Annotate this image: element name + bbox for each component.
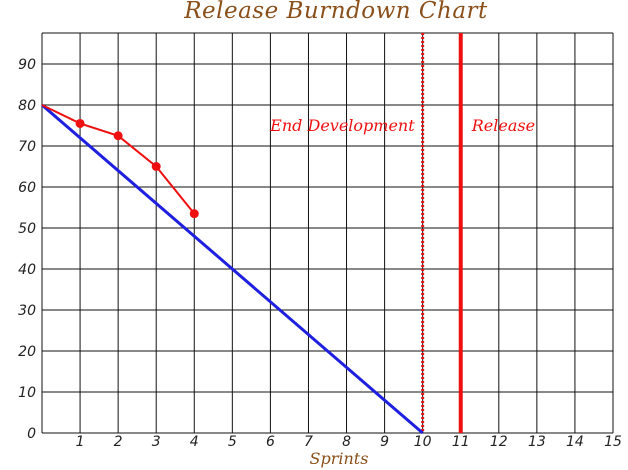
y-tick-label: 20 (18, 344, 36, 360)
y-tick-label: 50 (18, 221, 36, 237)
x-tick-label: 12 (490, 434, 508, 450)
ideal-burndown-line (41, 103, 424, 435)
series (41, 103, 424, 435)
x-tick-label: 11 (452, 434, 470, 450)
y-tick-label: 80 (18, 98, 36, 114)
end-development-label: End Development (269, 116, 415, 135)
y-tick-label: 10 (18, 385, 36, 401)
annotations: End Development Release (269, 33, 535, 433)
data-point (189, 209, 199, 219)
x-tick-label: 8 (342, 434, 351, 450)
x-tick-label: 1 (76, 434, 85, 450)
y-tick-label: 30 (18, 303, 36, 319)
x-tick-label: 3 (152, 434, 161, 450)
data-point (151, 162, 161, 171)
y-tick-label: 90 (18, 57, 36, 73)
chart-title: Release Burndown Chart (183, 0, 488, 24)
x-tick-label: 13 (528, 434, 546, 450)
y-tick-label: 0 (27, 426, 36, 442)
x-tick-label: 6 (266, 434, 275, 450)
y-tick-label: 60 (18, 180, 36, 196)
x-axis-label: Sprints (310, 449, 369, 468)
data-point (75, 118, 85, 128)
y-tick-label: 70 (18, 139, 36, 155)
x-tick-label: 2 (114, 434, 123, 450)
x-tick-label: 15 (604, 434, 622, 450)
x-tick-label: 5 (228, 434, 237, 450)
data-point (113, 131, 123, 141)
x-tick-label: 4 (190, 434, 199, 450)
x-tick-label: 7 (304, 434, 313, 450)
x-tick-label: 9 (380, 434, 389, 450)
y-tick-label: 40 (18, 262, 36, 278)
grid (41, 32, 614, 434)
release-label: Release (471, 116, 535, 135)
x-tick-label: 14 (566, 434, 584, 450)
x-tick-label: 10 (414, 434, 432, 450)
